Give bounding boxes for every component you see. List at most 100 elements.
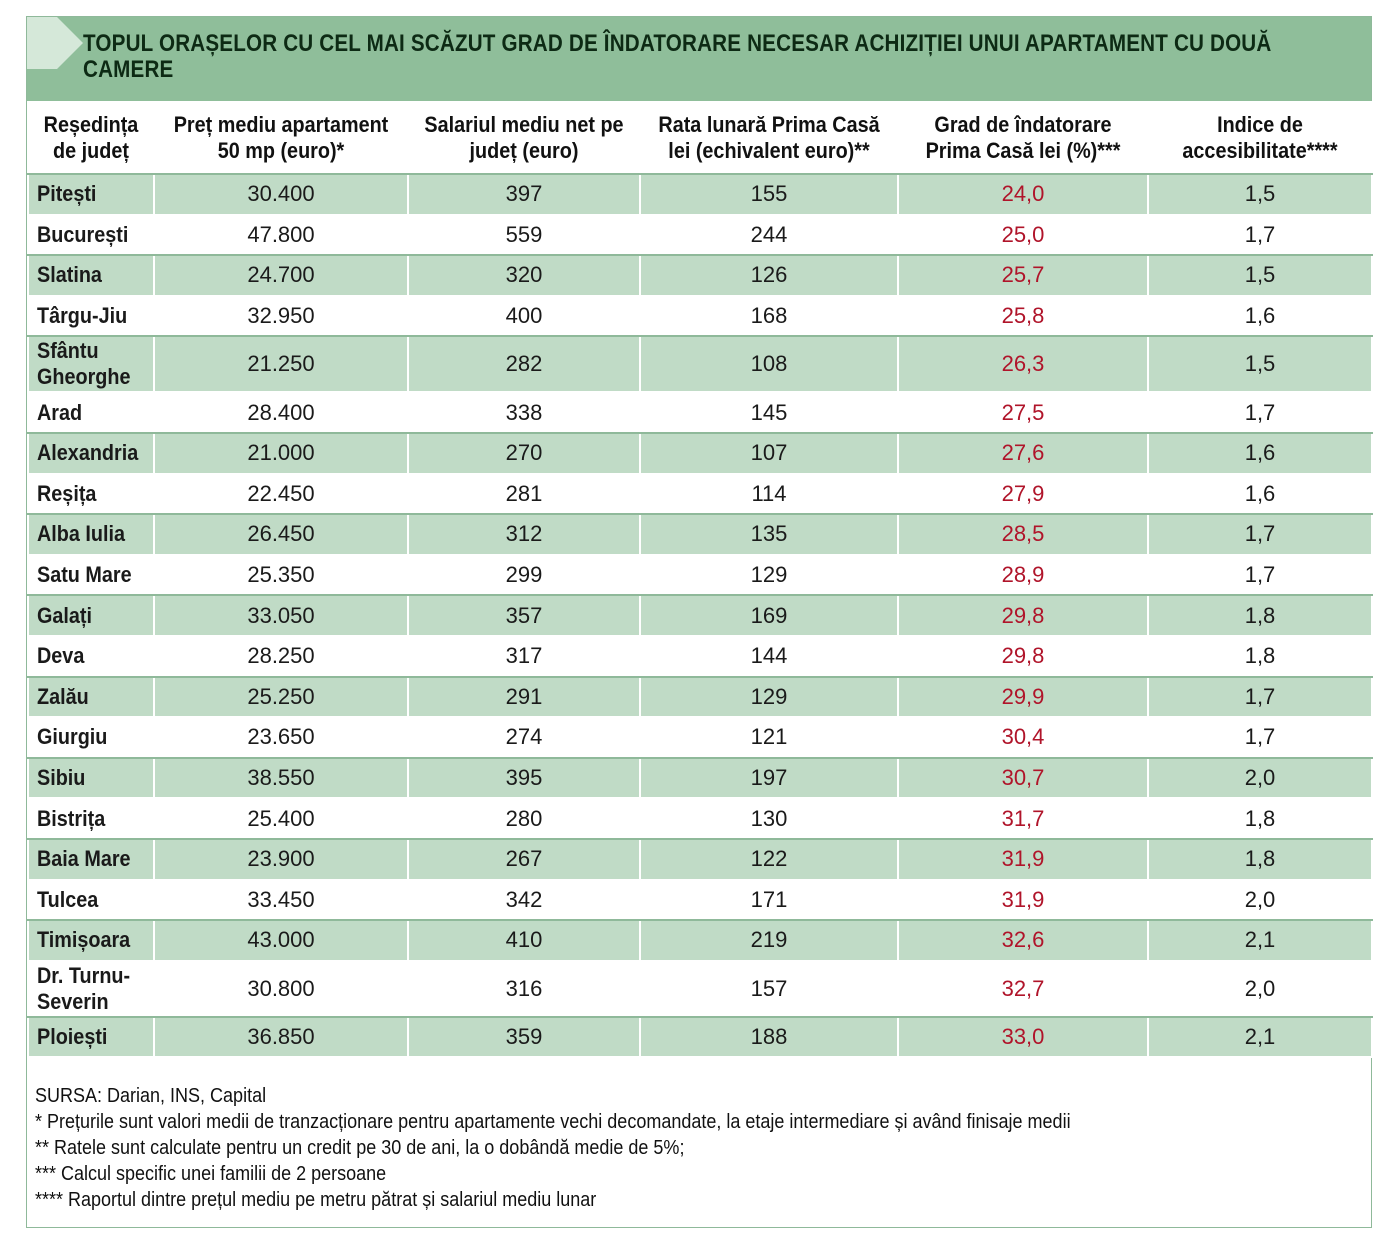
city-cell: Timișoara — [27, 919, 155, 962]
price-cell: 21.000 — [153, 431, 409, 475]
index-cell: 1,8 — [1147, 594, 1373, 637]
city-cell: Ploiești — [27, 1015, 155, 1059]
grad-cell: 27,9 — [897, 472, 1149, 516]
index-cell: 2,1 — [1147, 919, 1373, 962]
rate-cell: 135 — [639, 513, 899, 556]
data-table: Reședința de județ Preț mediu apartament… — [27, 101, 1373, 1059]
document-frame: TOPUL ORAȘELOR CU CEL MAI SCĂZUT GRAD DE… — [26, 16, 1373, 1228]
rate-cell: 169 — [639, 594, 899, 637]
salary-cell: 357 — [407, 594, 641, 637]
grad-cell: 31,9 — [897, 837, 1149, 881]
salary-cell: 397 — [407, 173, 641, 216]
rate-cell: 144 — [639, 634, 899, 678]
price-cell: 30.800 — [153, 959, 409, 1018]
table-row: Alexandria 21.000 270 107 27,6 1,6 — [27, 431, 1373, 475]
city-cell: Bistrița — [27, 797, 155, 840]
grad-cell: 25,0 — [897, 213, 1149, 257]
column-header: Grad de îndatorare Prima Casă lei (%)*** — [897, 101, 1149, 175]
price-cell: 25.400 — [153, 797, 409, 840]
grad-cell: 26,3 — [897, 335, 1149, 394]
table-row: Baia Mare 23.900 267 122 31,9 1,8 — [27, 837, 1373, 881]
city-cell: Dr. Turnu-Severin — [27, 959, 155, 1018]
index-cell: 2,0 — [1147, 959, 1373, 1018]
price-cell: 21.250 — [153, 335, 409, 394]
rate-cell: 188 — [639, 1015, 899, 1059]
salary-cell: 395 — [407, 756, 641, 800]
source-note: SURSA: Darian, INS, Capital — [35, 1085, 267, 1107]
table-row: Deva 28.250 317 144 29,8 1,8 — [27, 634, 1373, 678]
table-row: Bistrița 25.400 280 130 31,7 1,8 — [27, 797, 1373, 840]
salary-cell: 281 — [407, 472, 641, 516]
city-cell: Alexandria — [27, 431, 155, 475]
grad-cell: 27,5 — [897, 391, 1149, 434]
table-body: Pitești 30.400 397 155 24,0 1,5 București 47.80… — [27, 173, 1373, 1059]
price-cell: 23.900 — [153, 837, 409, 881]
city-cell: Reșița — [27, 472, 155, 516]
index-cell: 1,8 — [1147, 634, 1373, 678]
rate-cell: 168 — [639, 294, 899, 338]
rate-cell: 219 — [639, 919, 899, 962]
footnote: *** Calcul specific unei familii de 2 pe… — [35, 1163, 387, 1185]
index-cell: 2,0 — [1147, 878, 1373, 922]
table-row: București 47.800 559 244 25,0 1,7 — [27, 213, 1373, 257]
title-bar: TOPUL ORAȘELOR CU CEL MAI SCĂZUT GRAD DE… — [27, 17, 1371, 101]
table-row: Alba Iulia 26.450 312 135 28,5 1,7 — [27, 513, 1373, 556]
index-cell: 1,7 — [1147, 553, 1373, 597]
table-row: Satu Mare 25.350 299 129 28,9 1,7 — [27, 553, 1373, 597]
grad-cell: 30,7 — [897, 756, 1149, 800]
grad-cell: 33,0 — [897, 1015, 1149, 1059]
price-cell: 28.400 — [153, 391, 409, 434]
price-cell: 26.450 — [153, 513, 409, 556]
grad-cell: 29,8 — [897, 634, 1149, 678]
column-header: Reședința de județ — [27, 101, 155, 175]
column-header: Rata lunară Prima Casă lei (echivalent e… — [639, 101, 899, 175]
table-row: Ploiești 36.850 359 188 33,0 2,1 — [27, 1015, 1373, 1059]
salary-cell: 359 — [407, 1015, 641, 1059]
index-cell: 1,5 — [1147, 335, 1373, 394]
city-cell: Tulcea — [27, 878, 155, 922]
index-cell: 1,7 — [1147, 675, 1373, 719]
grad-cell: 32,6 — [897, 919, 1149, 962]
price-cell: 24.700 — [153, 254, 409, 297]
rate-cell: 108 — [639, 335, 899, 394]
salary-cell: 274 — [407, 716, 641, 759]
salary-cell: 400 — [407, 294, 641, 338]
salary-cell: 282 — [407, 335, 641, 394]
grad-cell: 29,9 — [897, 675, 1149, 719]
table-row: Arad 28.400 338 145 27,5 1,7 — [27, 391, 1373, 434]
city-cell: Sfântu Gheorghe — [27, 335, 155, 394]
grad-cell: 29,8 — [897, 594, 1149, 637]
grad-cell: 31,9 — [897, 878, 1149, 922]
price-cell: 43.000 — [153, 919, 409, 962]
index-cell: 1,7 — [1147, 716, 1373, 759]
footnotes: SURSA: Darian, INS, Capital * Prețurile … — [35, 1083, 1355, 1213]
price-cell: 38.550 — [153, 756, 409, 800]
grad-cell: 32,7 — [897, 959, 1149, 1018]
salary-cell: 410 — [407, 919, 641, 962]
table-row: Dr. Turnu-Severin 30.800 316 157 32,7 2,0 — [27, 959, 1373, 1018]
index-cell: 1,8 — [1147, 797, 1373, 840]
index-cell: 1,6 — [1147, 294, 1373, 338]
rate-cell: 244 — [639, 213, 899, 257]
grad-cell: 28,5 — [897, 513, 1149, 556]
salary-cell: 267 — [407, 837, 641, 881]
rate-cell: 155 — [639, 173, 899, 216]
salary-cell: 312 — [407, 513, 641, 556]
rate-cell: 107 — [639, 431, 899, 475]
column-header: Salariul mediu net pe județ (euro) — [407, 101, 641, 175]
price-cell: 22.450 — [153, 472, 409, 516]
arrow-icon — [27, 17, 83, 69]
price-cell: 47.800 — [153, 213, 409, 257]
table-row: Galați 33.050 357 169 29,8 1,8 — [27, 594, 1373, 637]
price-cell: 36.850 — [153, 1015, 409, 1059]
city-cell: Pitești — [27, 173, 155, 216]
salary-cell: 299 — [407, 553, 641, 597]
table-row: Târgu-Jiu 32.950 400 168 25,8 1,6 — [27, 294, 1373, 338]
rate-cell: 129 — [639, 553, 899, 597]
footnote: ** Ratele sunt calculate pentru un credi… — [35, 1137, 685, 1159]
city-cell: Slatina — [27, 254, 155, 297]
column-header: Indice de accesibilitate**** — [1147, 101, 1373, 175]
price-cell: 28.250 — [153, 634, 409, 678]
price-cell: 33.450 — [153, 878, 409, 922]
city-cell: Arad — [27, 391, 155, 434]
